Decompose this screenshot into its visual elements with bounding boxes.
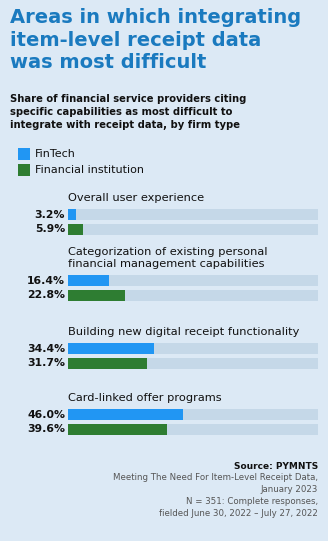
Bar [68, 409, 318, 420]
Text: Share of financial service providers citing
specific capabilities as most diffic: Share of financial service providers cit… [10, 94, 246, 130]
Bar [68, 424, 167, 435]
Bar [68, 358, 147, 369]
Bar [68, 275, 318, 286]
Text: 39.6%: 39.6% [27, 425, 65, 434]
Bar [68, 290, 318, 301]
Bar [18, 148, 30, 160]
Text: Card-linked offer programs: Card-linked offer programs [68, 393, 222, 403]
Bar [68, 290, 125, 301]
Text: 16.4%: 16.4% [27, 275, 65, 286]
Text: Overall user experience: Overall user experience [68, 193, 204, 203]
Bar [18, 164, 30, 176]
Bar [68, 209, 76, 220]
Bar [68, 343, 154, 354]
Bar [68, 224, 318, 235]
Text: Meeting The Need For Item-Level Receipt Data,
January 2023
N = 351: Complete res: Meeting The Need For Item-Level Receipt … [113, 473, 318, 518]
Text: 5.9%: 5.9% [35, 225, 65, 234]
Bar [68, 409, 183, 420]
Bar [68, 275, 109, 286]
Text: Categorization of existing personal
financial management capabilities: Categorization of existing personal fina… [68, 247, 268, 269]
Text: 22.8%: 22.8% [27, 291, 65, 300]
Bar [68, 343, 318, 354]
Text: Areas in which integrating
item-level receipt data
was most difficult: Areas in which integrating item-level re… [10, 8, 301, 72]
Text: 34.4%: 34.4% [27, 344, 65, 353]
Text: 31.7%: 31.7% [27, 359, 65, 368]
Text: Building new digital receipt functionality: Building new digital receipt functionali… [68, 327, 299, 337]
Text: Source: PYMNTS: Source: PYMNTS [234, 462, 318, 471]
Text: 46.0%: 46.0% [27, 410, 65, 419]
Bar [68, 224, 83, 235]
Bar [68, 209, 318, 220]
Text: FinTech: FinTech [35, 149, 76, 159]
Bar [68, 358, 318, 369]
Bar [68, 424, 318, 435]
Text: Financial institution: Financial institution [35, 165, 144, 175]
Text: 3.2%: 3.2% [34, 209, 65, 220]
